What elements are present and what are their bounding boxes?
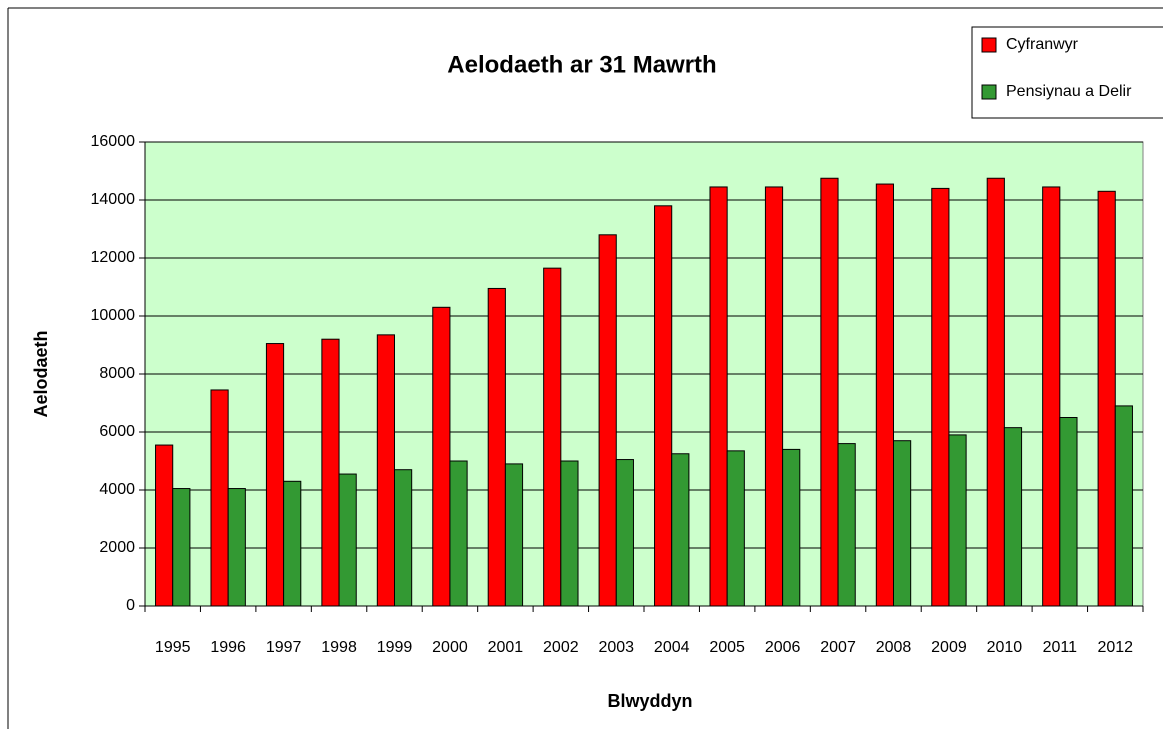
x-axis-title: Blwyddyn bbox=[607, 691, 692, 711]
bar bbox=[986, 177, 1005, 607]
y-tick-label: 4000 bbox=[99, 481, 135, 498]
bar bbox=[893, 440, 912, 607]
legend-label: Cyfranwyr bbox=[1006, 36, 1079, 53]
bar bbox=[560, 460, 579, 607]
bar bbox=[598, 234, 617, 607]
legend-swatch bbox=[981, 37, 997, 53]
x-tick-label: 2006 bbox=[765, 639, 801, 656]
y-tick-label: 14000 bbox=[91, 191, 136, 208]
bar bbox=[432, 306, 451, 607]
bar bbox=[837, 443, 856, 607]
x-tick-label: 1995 bbox=[155, 639, 191, 656]
x-tick-label: 2005 bbox=[709, 639, 745, 656]
bar bbox=[155, 444, 174, 607]
x-tick-label: 2007 bbox=[820, 639, 856, 656]
legend bbox=[971, 26, 1163, 119]
x-tick-label: 2000 bbox=[432, 639, 468, 656]
bar bbox=[504, 463, 524, 607]
y-tick-label: 12000 bbox=[91, 249, 136, 266]
bar bbox=[227, 488, 246, 607]
chart-title: Aelodaeth ar 31 Mawrth bbox=[447, 51, 716, 78]
x-tick-label: 2009 bbox=[931, 639, 967, 656]
bar bbox=[820, 177, 839, 607]
bar bbox=[210, 389, 229, 607]
x-tick-label: 2004 bbox=[654, 639, 690, 656]
bar bbox=[543, 267, 562, 607]
bar bbox=[931, 187, 950, 607]
x-tick-label: 1999 bbox=[377, 639, 413, 656]
y-tick-label: 10000 bbox=[91, 307, 136, 324]
x-tick-label: 2001 bbox=[488, 639, 524, 656]
bar bbox=[1097, 190, 1116, 607]
x-tick-label: 2002 bbox=[543, 639, 579, 656]
y-tick-label: 16000 bbox=[91, 133, 136, 150]
bar bbox=[376, 334, 396, 607]
bar bbox=[1059, 417, 1078, 607]
bar bbox=[615, 459, 634, 607]
bar bbox=[726, 450, 745, 607]
bar bbox=[654, 205, 673, 607]
y-tick-label: 0 bbox=[126, 597, 135, 614]
legend-label: Pensiynau a Delir bbox=[1006, 83, 1132, 100]
bar bbox=[487, 287, 506, 607]
x-tick-label: 2011 bbox=[1043, 639, 1078, 656]
bar bbox=[265, 343, 285, 607]
bar bbox=[283, 480, 302, 607]
bar bbox=[671, 453, 690, 607]
x-tick-label: 2003 bbox=[598, 639, 634, 656]
bar bbox=[764, 186, 784, 607]
x-tick-label: 2008 bbox=[876, 639, 912, 656]
x-tick-label: 2012 bbox=[1097, 639, 1133, 656]
x-tick-label: 1998 bbox=[321, 639, 357, 656]
bar bbox=[875, 183, 894, 607]
legend-swatch bbox=[981, 84, 997, 100]
bar bbox=[709, 186, 728, 607]
y-tick-label: 6000 bbox=[99, 423, 135, 440]
bar bbox=[172, 488, 191, 607]
bar bbox=[321, 338, 340, 607]
y-tick-label: 8000 bbox=[99, 365, 135, 382]
bar bbox=[1003, 427, 1023, 607]
x-tick-label: 2010 bbox=[987, 639, 1023, 656]
bar bbox=[449, 460, 468, 607]
y-tick-label: 2000 bbox=[99, 539, 135, 556]
bar bbox=[394, 469, 413, 607]
bar bbox=[1114, 405, 1133, 607]
bar bbox=[782, 448, 801, 607]
y-axis-title: Aelodaeth bbox=[31, 330, 51, 417]
bar bbox=[338, 473, 357, 607]
bar bbox=[948, 434, 967, 607]
bar bbox=[1042, 186, 1061, 607]
x-tick-label: 1996 bbox=[210, 639, 246, 656]
x-tick-label: 1997 bbox=[266, 639, 302, 656]
